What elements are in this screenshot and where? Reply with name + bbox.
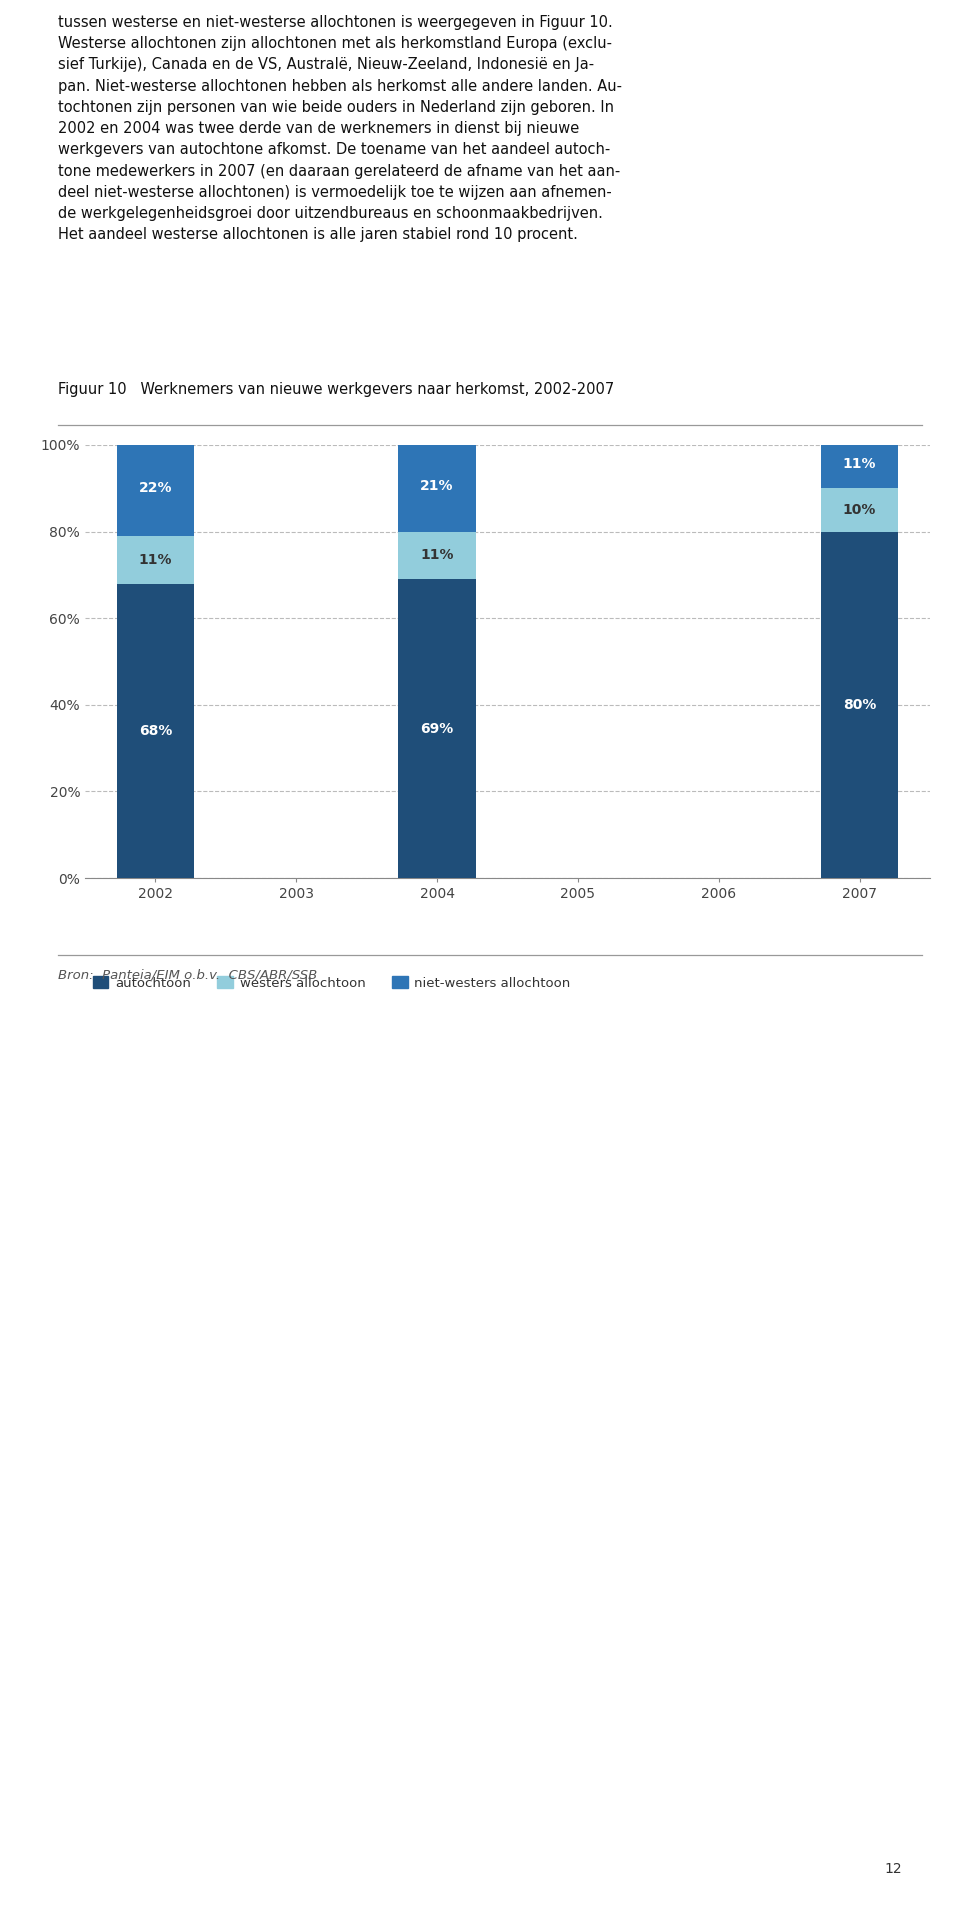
Text: 11%: 11% xyxy=(138,552,172,567)
Text: 21%: 21% xyxy=(420,479,454,493)
Bar xyxy=(398,531,476,579)
Bar xyxy=(821,441,899,489)
Text: 11%: 11% xyxy=(843,458,876,472)
Bar xyxy=(398,441,476,531)
Bar xyxy=(117,584,194,879)
Text: 69%: 69% xyxy=(420,722,454,735)
Bar xyxy=(117,537,194,584)
Bar xyxy=(117,441,194,537)
Text: tussen westerse en niet-westerse allochtonen is weergegeven in Figuur 10.
Wester: tussen westerse en niet-westerse allocht… xyxy=(58,15,622,243)
Text: Figuur 10   Werknemers van nieuwe werkgevers naar herkomst, 2002-2007: Figuur 10 Werknemers van nieuwe werkgeve… xyxy=(58,382,613,397)
Bar xyxy=(821,489,899,531)
Text: 68%: 68% xyxy=(139,724,172,737)
Legend: autochtoon, westers allochtoon, niet-westers allochtoon: autochtoon, westers allochtoon, niet-wes… xyxy=(87,970,576,995)
Text: 11%: 11% xyxy=(420,548,454,562)
Text: 80%: 80% xyxy=(843,697,876,712)
Text: 12: 12 xyxy=(885,1862,902,1876)
Text: 22%: 22% xyxy=(138,481,172,495)
Text: Bron:  Panteia/EIM o.b.v.  CBS/ABR/SSB: Bron: Panteia/EIM o.b.v. CBS/ABR/SSB xyxy=(58,968,317,982)
Bar xyxy=(821,531,899,879)
Text: 10%: 10% xyxy=(843,502,876,518)
Bar xyxy=(398,579,476,879)
